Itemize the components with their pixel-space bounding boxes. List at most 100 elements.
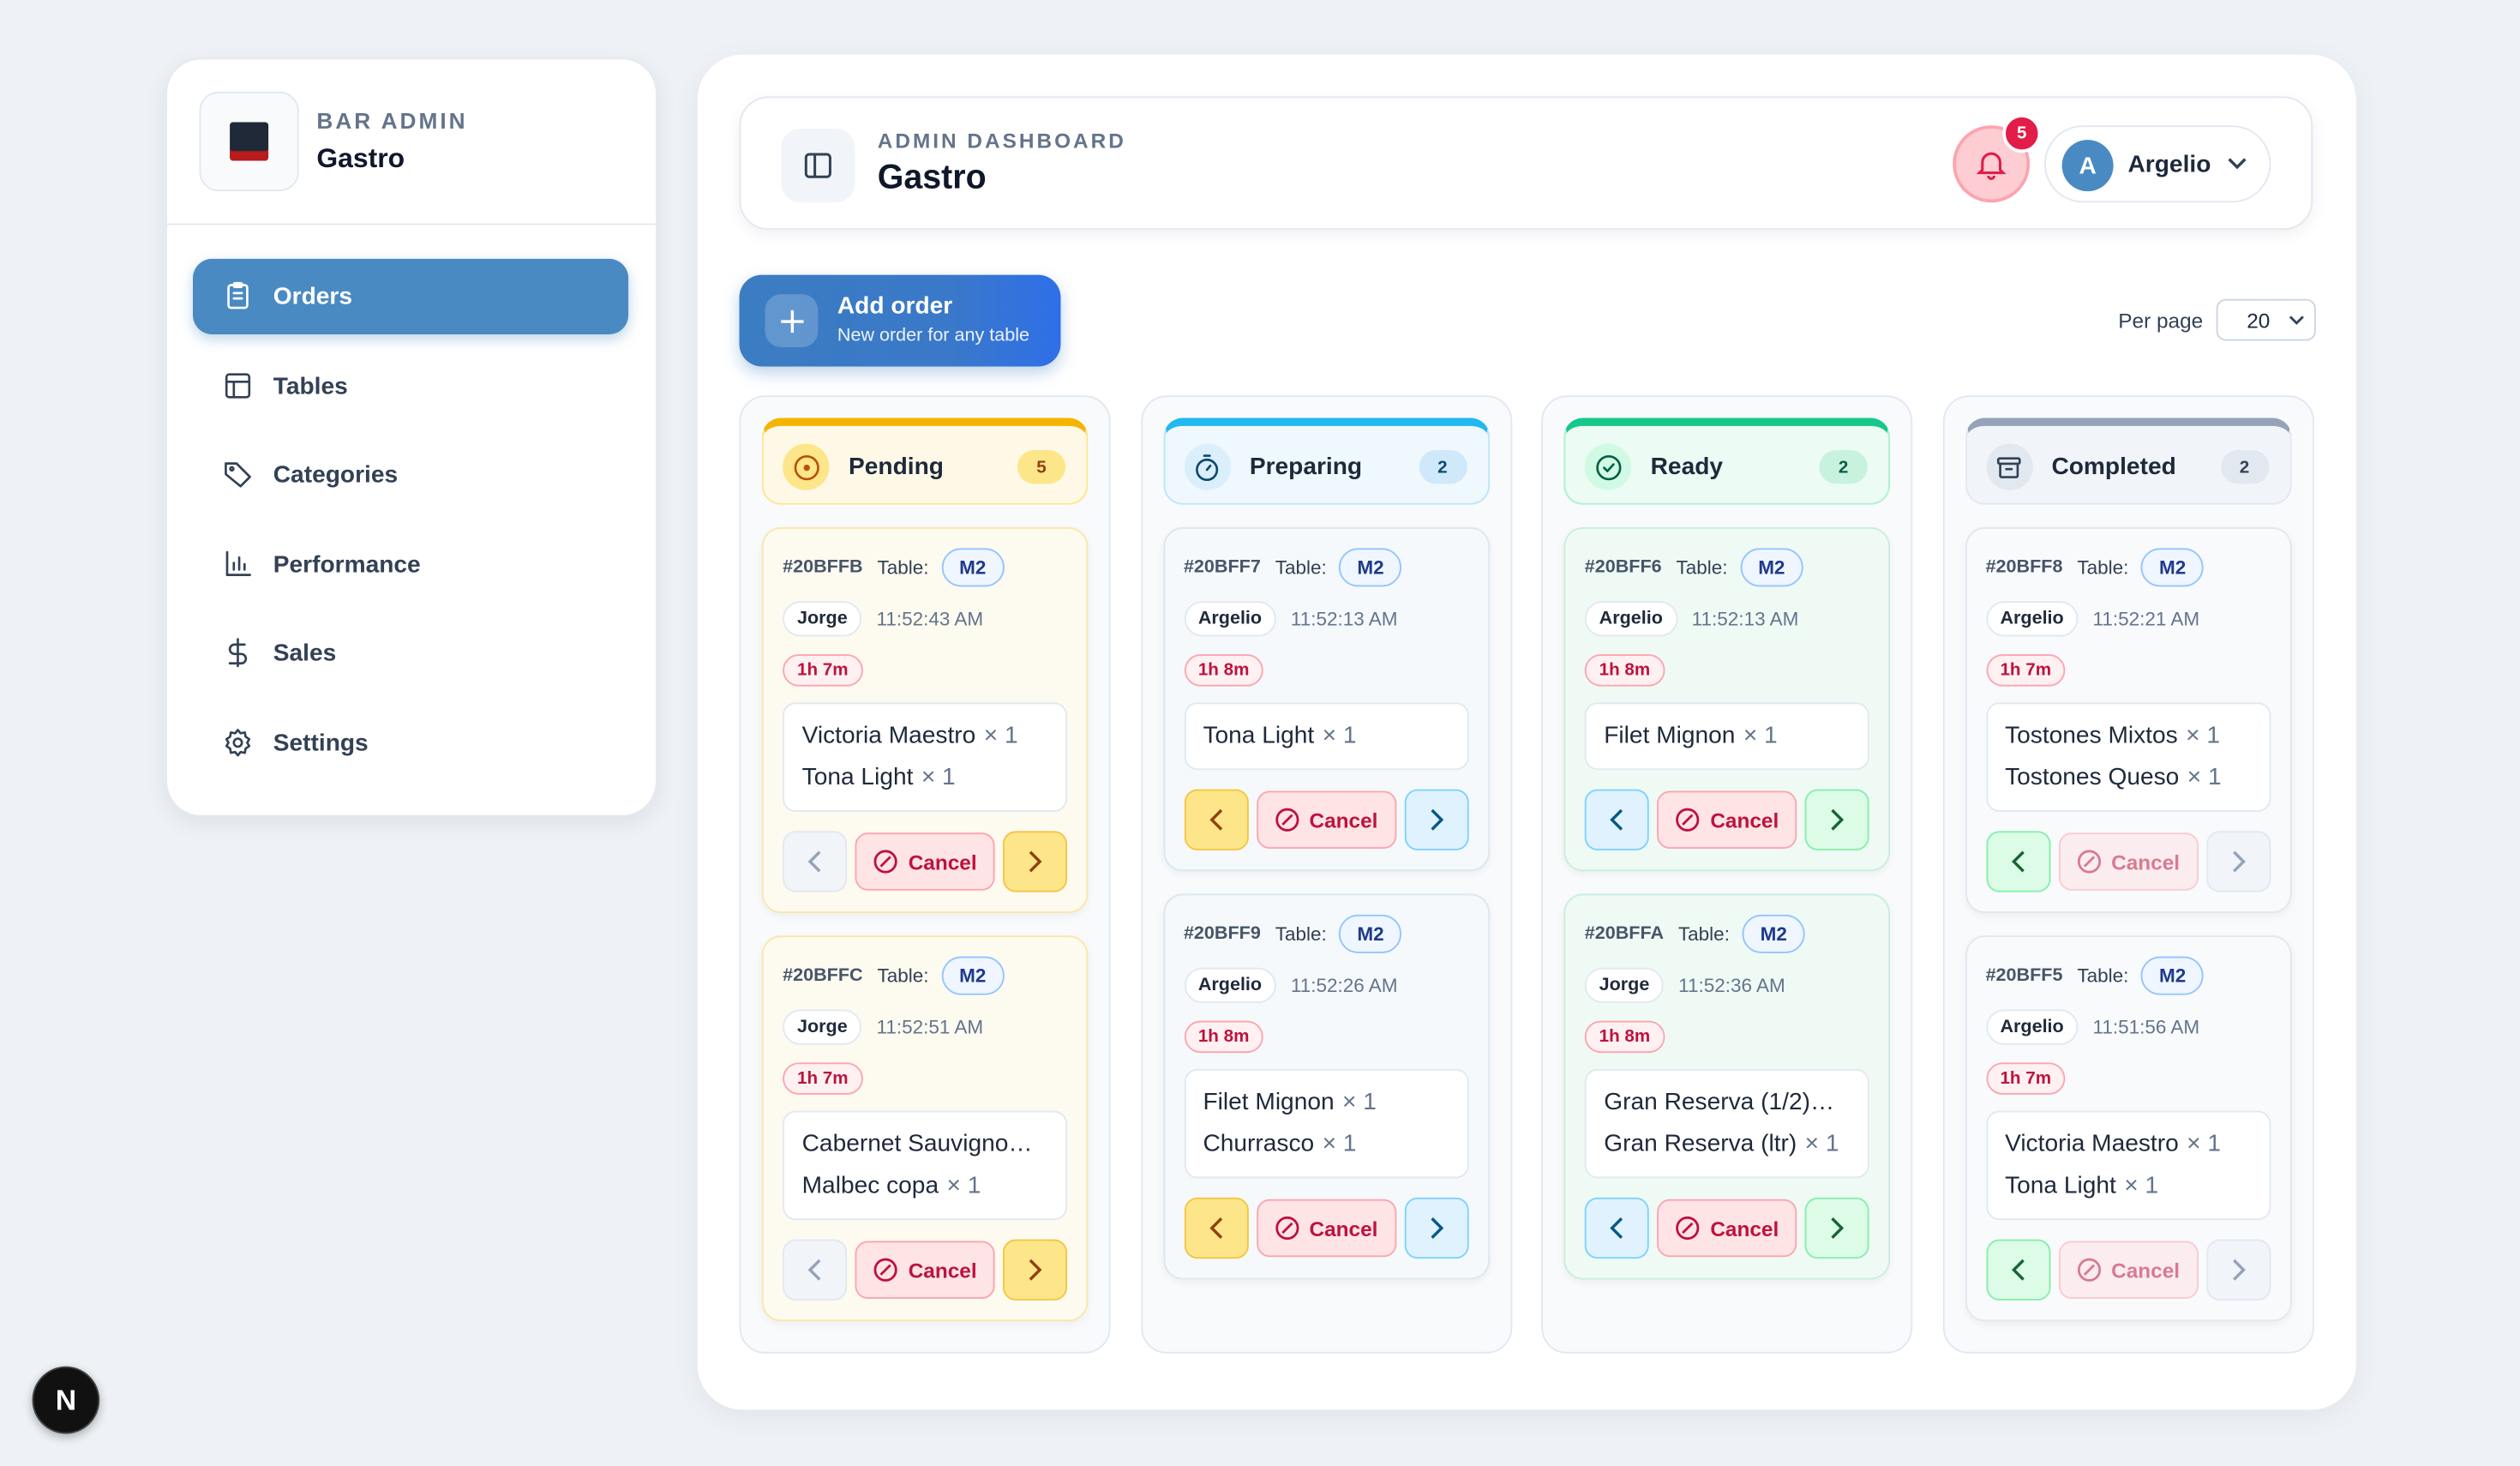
column-header: Completed 2 — [1965, 418, 2291, 505]
dev-badge[interactable]: N — [32, 1366, 100, 1434]
order-id: #20BFFC — [783, 965, 863, 986]
add-subtitle: New order for any table — [837, 326, 1030, 346]
order-item: Victoria Maestro × 1 — [802, 715, 1048, 757]
cancel-button[interactable]: Cancel — [1657, 790, 1797, 849]
item-name: Tona Light — [801, 763, 914, 791]
move-back-button[interactable] — [1183, 789, 1248, 850]
move-forward-button[interactable] — [1403, 789, 1468, 850]
staff-name: Argelio — [1183, 967, 1276, 1003]
item-qty: × 1 — [1804, 1130, 1839, 1157]
cancel-button[interactable]: Cancel — [1256, 1199, 1396, 1258]
order-item: Filet Mignon × 1 — [1604, 715, 1850, 757]
table-badge: M2 — [1742, 914, 1805, 953]
nav-item[interactable]: Orders — [193, 258, 629, 334]
elapsed-time: 1h 7m — [1985, 1062, 2066, 1095]
cancel-button[interactable]: Cancel — [855, 1241, 995, 1299]
cancel-button: Cancel — [2057, 832, 2199, 891]
move-back-button[interactable] — [1584, 789, 1649, 850]
cancel-label: Cancel — [1710, 1216, 1779, 1241]
item-name: Tona Light — [1203, 721, 1315, 749]
order-meta: #20BFF9 Table: M2 — [1183, 914, 1468, 953]
order-card[interactable]: #20BFF8 Table: M2 Argelio 11:52:21 AM 1h 7m To… — [1965, 527, 2291, 913]
table-badge: M2 — [1339, 548, 1402, 587]
table-badge: M2 — [2141, 956, 2204, 995]
order-item: Tona Light × 1 — [2005, 1165, 2251, 1207]
order-elapsed: 1h 8m — [1584, 1018, 1869, 1056]
column-icon — [783, 443, 830, 490]
cancel-label: Cancel — [1710, 808, 1779, 832]
order-elapsed: 1h 7m — [1985, 651, 2271, 689]
order-staff: Jorge 11:52:43 AM — [783, 599, 1067, 638]
sidebar: BAR ADMIN Gastro Orders Tables Categories P… — [165, 57, 657, 817]
nav-item[interactable]: Settings — [193, 705, 628, 780]
order-card[interactable]: #20BFF5 Table: M2 Argelio 11:51:56 AM 1h 7m Vi… — [1965, 935, 2291, 1322]
notifications[interactable]: 5 — [1953, 114, 2042, 203]
move-forward-button[interactable] — [1804, 1197, 1869, 1259]
elapsed-time: 1h 8m — [1183, 654, 1264, 687]
cancel-button[interactable]: Cancel — [1657, 1199, 1797, 1258]
move-back-button[interactable] — [1985, 1239, 2050, 1301]
move-forward-button[interactable] — [1003, 831, 1067, 892]
per-page-select[interactable]: 20 — [2216, 298, 2316, 341]
move-back-button[interactable] — [1985, 831, 2050, 892]
per-page-value: 20 — [2247, 309, 2271, 333]
nav-item[interactable]: Tables — [193, 348, 628, 424]
column: Ready 2 #20BFF6 Table: M2 Argelio 11:52:13 AM 1… — [1541, 395, 1913, 1354]
move-forward-button[interactable] — [1804, 789, 1869, 850]
order-card[interactable]: #20BFF6 Table: M2 Argelio 11:52:13 AM 1h 8m Fi… — [1563, 527, 1890, 872]
order-elapsed: 1h 7m — [783, 1060, 1067, 1098]
order-item: Churrasco × 1 — [1203, 1124, 1449, 1166]
order-meta: #20BFF7 Table: M2 — [1184, 548, 1468, 587]
order-items: Gran Reserva (1/2)… Gran Reserva (ltr) × 1 — [1584, 1068, 1869, 1179]
nav-item[interactable]: Categories — [193, 437, 628, 513]
table-label: Table: — [877, 556, 929, 579]
cancel-button[interactable]: Cancel — [1256, 790, 1396, 849]
nav-label: Categories — [273, 461, 399, 489]
order-staff: Argelio 11:52:13 AM — [1183, 599, 1468, 638]
item-qty: × 1 — [1342, 1088, 1377, 1116]
order-time: 11:52:26 AM — [1290, 974, 1398, 997]
order-actions: Cancel — [783, 831, 1067, 892]
main-panel: ADMIN DASHBOARD Gastro 5 A Argelio Add or… — [697, 54, 2356, 1410]
order-card[interactable]: #20BFFB Table: M2 Jorge 11:52:43 AM 1h 7m Vict… — [761, 527, 1089, 913]
move-back-button[interactable] — [1584, 1197, 1649, 1259]
column: Preparing 2 #20BFF7 Table: M2 Argelio 11:52:13… — [1140, 395, 1512, 1354]
user-menu[interactable]: A Argelio — [2044, 125, 2271, 203]
nav-item[interactable]: Sales — [193, 616, 628, 691]
move-forward-button[interactable] — [1003, 1239, 1067, 1301]
column: Completed 2 #20BFF8 Table: M2 Argelio 11:52:21… — [1941, 395, 2314, 1354]
order-time: 11:52:21 AM — [2092, 607, 2200, 630]
nav-item[interactable]: Performance — [193, 526, 628, 602]
cancel-label: Cancel — [2111, 1258, 2181, 1283]
order-card[interactable]: #20BFFC Table: M2 Jorge 11:52:51 AM 1h 7m Cabe… — [761, 935, 1089, 1322]
column-icon — [1584, 443, 1632, 490]
order-items: Tona Light × 1 — [1183, 702, 1468, 771]
order-card[interactable]: #20BFF7 Table: M2 Argelio 11:52:13 AM 1h 8m To… — [1162, 527, 1490, 872]
staff-name: Argelio — [1985, 1009, 2079, 1045]
order-card[interactable]: #20BFFA Table: M2 Jorge 11:52:36 AM 1h 8m Gran… — [1563, 893, 1890, 1280]
order-time: 11:52:36 AM — [1678, 974, 1785, 997]
order-card[interactable]: #20BFF9 Table: M2 Argelio 11:52:26 AM 1h 8m Fi… — [1162, 893, 1490, 1280]
cancel-label: Cancel — [2111, 849, 2181, 874]
order-actions: Cancel — [1985, 1239, 2271, 1301]
item-name: Churrasco — [1203, 1130, 1315, 1157]
item-name: Tona Light — [2005, 1171, 2116, 1199]
order-id: #20BFF9 — [1183, 924, 1261, 944]
column-title: Ready — [1650, 453, 1724, 481]
column-count: 2 — [1819, 450, 1868, 484]
order-time: 11:52:13 AM — [1290, 607, 1398, 630]
move-forward-button[interactable] — [1403, 1197, 1468, 1259]
sidebar-toggle[interactable] — [781, 129, 855, 203]
cancel-button[interactable]: Cancel — [855, 832, 995, 891]
order-meta: #20BFF5 Table: M2 — [1986, 956, 2271, 995]
column-count: 2 — [2220, 450, 2269, 484]
add-order-button[interactable]: Add order New order for any table — [739, 274, 1061, 367]
item-qty: × 1 — [946, 1171, 981, 1199]
staff-name: Jorge — [783, 601, 862, 637]
staff-name: Argelio — [1183, 601, 1276, 637]
order-id: #20BFF8 — [1985, 557, 2063, 578]
move-back-button[interactable] — [1183, 1197, 1248, 1259]
column-icon — [1183, 443, 1231, 490]
order-item: Gran Reserva (ltr) × 1 — [1604, 1124, 1850, 1166]
